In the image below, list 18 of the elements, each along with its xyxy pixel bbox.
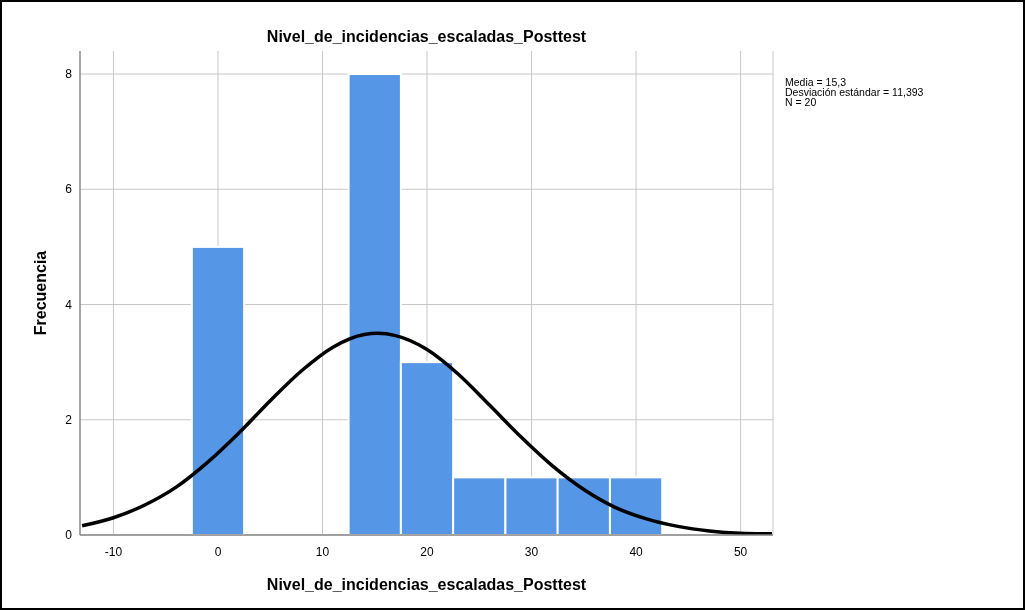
y-axis-title: Frecuencia [32,250,49,336]
text: Media = 15,3 [785,76,847,88]
y-tick-label: 4 [65,297,73,312]
x-tick-label: 50 [733,545,748,559]
x-tick-label: 30 [524,545,539,559]
y-tick-label: 2 [65,412,73,427]
x-axis-title: Nivel_de_incidencias_escaladas_Posttest [266,576,587,593]
y-tick-label: 6 [65,182,73,197]
text: Desviación estándar = 11,393 [785,86,924,98]
y-tick-label: 8 [65,67,73,82]
x-tick-label: 10 [315,545,330,559]
chart-title: Nivel_de_incidencias_escaladas_Posttest [266,28,587,45]
text: N = 20 [785,96,817,108]
x-tick-label: 20 [420,545,435,559]
x-tick-label: -10 [104,545,123,559]
x-tick-label: 40 [629,545,644,559]
y-tick-label: 0 [65,528,73,542]
x-tick-label: 0 [214,545,222,559]
